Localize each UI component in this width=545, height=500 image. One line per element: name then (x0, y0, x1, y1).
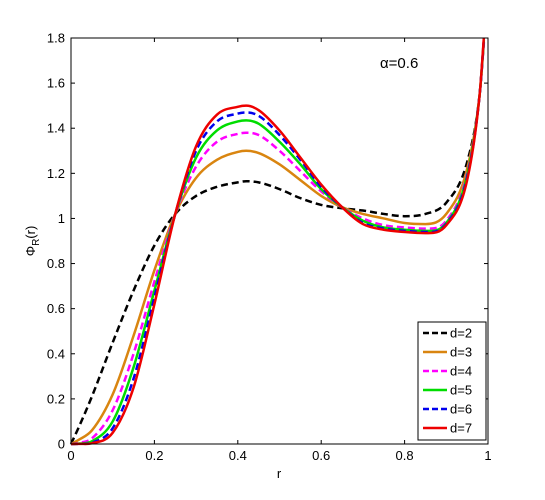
y-axis-label-subscript: R (31, 239, 42, 246)
y-tick-label: 1.2 (47, 166, 65, 181)
legend-label: d=3 (450, 345, 472, 360)
y-axis-label-suffix: (r) (23, 226, 38, 239)
y-tick-label: 0 (58, 437, 65, 452)
legend-label: d=6 (450, 402, 472, 417)
series-line-d6 (70, 40, 486, 446)
series-line-d5 (70, 40, 486, 446)
x-tick-label: 0 (67, 448, 74, 463)
legend-label: d=4 (450, 364, 472, 379)
y-tick-label: 0.8 (47, 256, 65, 271)
y-tick-label: 1.8 (47, 31, 65, 46)
y-axis-label: ΦR(r) (23, 226, 42, 257)
series-line-d4 (70, 40, 486, 446)
tick-layer: 0 0.2 0.4 0.6 0.8 1 0 0.2 0.4 0.6 0.8 1 1.2 1.4 1.6 1.8 (47, 31, 492, 464)
x-axis-label: r (277, 466, 282, 481)
x-tick-label: 0.2 (145, 448, 163, 463)
y-tick-label: 0.6 (47, 301, 65, 316)
legend: d=2 d=3 d=4 d=5 d=6 d=7 (417, 321, 487, 441)
legend-items: d=2 d=3 d=4 d=5 d=6 d=7 (423, 326, 472, 436)
legend-label: d=7 (450, 421, 472, 436)
y-tick-label: 0.2 (47, 391, 65, 406)
y-tick-label: 1.6 (47, 76, 65, 91)
x-tick-label: 0.4 (229, 448, 247, 463)
legend-box (417, 321, 487, 441)
annotation-label: α=0.6 (380, 55, 418, 72)
x-tick-label: 0.8 (396, 448, 414, 463)
series-layer (69, 37, 486, 446)
y-tick-label: 0.4 (47, 346, 65, 361)
plot-frame (70, 37, 489, 445)
y-axis-label-main: Φ (23, 246, 38, 256)
y-tick-label: 1.4 (47, 121, 65, 136)
legend-label: d=5 (450, 383, 472, 398)
y-tick-label: 1 (58, 211, 65, 226)
series-line-d2 (69, 42, 486, 445)
series-line-d7 (70, 37, 486, 446)
x-tick-label: 1 (484, 448, 491, 463)
series-line-d3 (70, 42, 486, 446)
legend-label: d=2 (450, 326, 472, 341)
x-tick-label: 0.6 (312, 448, 330, 463)
